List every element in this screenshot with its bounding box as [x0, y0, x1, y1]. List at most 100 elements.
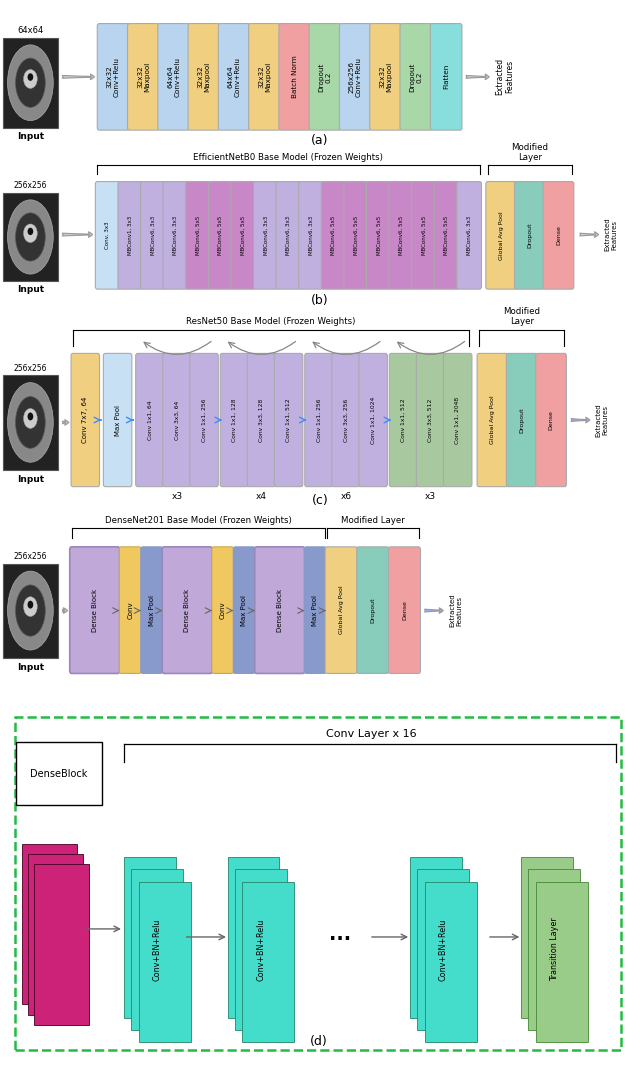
Text: Dropout
0.2: Dropout 0.2 — [319, 62, 332, 91]
Text: Global Avg Pool: Global Avg Pool — [490, 396, 495, 445]
Text: Flatten: Flatten — [443, 64, 449, 89]
FancyBboxPatch shape — [243, 881, 294, 1042]
FancyBboxPatch shape — [417, 869, 469, 1030]
FancyBboxPatch shape — [163, 181, 188, 290]
Text: Global Avg Pool: Global Avg Pool — [339, 586, 344, 635]
FancyBboxPatch shape — [124, 857, 176, 1018]
FancyBboxPatch shape — [141, 181, 165, 290]
FancyBboxPatch shape — [410, 857, 461, 1018]
FancyBboxPatch shape — [332, 354, 360, 487]
FancyBboxPatch shape — [339, 24, 371, 130]
Text: Extracted
Features: Extracted Features — [596, 404, 609, 437]
FancyBboxPatch shape — [247, 354, 276, 487]
FancyBboxPatch shape — [255, 547, 305, 674]
Text: Dense Block: Dense Block — [184, 588, 190, 631]
Ellipse shape — [28, 601, 33, 609]
FancyBboxPatch shape — [190, 354, 218, 487]
Text: MBConv6, 3x3: MBConv6, 3x3 — [286, 216, 291, 255]
Text: Dense Block: Dense Block — [276, 588, 283, 631]
Text: EfficientNetB0 Base Model (Frozen Weights): EfficientNetB0 Base Model (Frozen Weight… — [193, 153, 383, 163]
Text: Conv 3x3, 64: Conv 3x3, 64 — [175, 400, 179, 439]
Text: Modified Layer: Modified Layer — [341, 516, 404, 525]
Text: Conv+BN+Relu: Conv+BN+Relu — [257, 918, 266, 981]
Text: Input: Input — [17, 474, 44, 484]
Text: MBConv6, 3x3: MBConv6, 3x3 — [308, 216, 314, 255]
Text: Input: Input — [17, 663, 44, 672]
FancyBboxPatch shape — [212, 547, 234, 674]
Text: (c): (c) — [312, 494, 328, 507]
FancyBboxPatch shape — [249, 24, 280, 130]
FancyBboxPatch shape — [279, 24, 310, 130]
FancyBboxPatch shape — [536, 881, 588, 1042]
FancyBboxPatch shape — [28, 854, 83, 1014]
FancyBboxPatch shape — [235, 869, 287, 1030]
FancyBboxPatch shape — [17, 741, 102, 805]
Text: Input: Input — [17, 132, 44, 141]
FancyBboxPatch shape — [321, 181, 346, 290]
FancyBboxPatch shape — [131, 869, 183, 1030]
FancyBboxPatch shape — [218, 24, 250, 130]
Text: Conv 3x3, 128: Conv 3x3, 128 — [259, 398, 264, 442]
FancyBboxPatch shape — [430, 24, 462, 130]
Text: Extracted
Features: Extracted Features — [605, 218, 618, 252]
FancyBboxPatch shape — [163, 547, 212, 674]
Text: 64x64: 64x64 — [17, 26, 44, 36]
Ellipse shape — [24, 409, 37, 429]
Ellipse shape — [15, 59, 45, 107]
Text: Batch Norm: Batch Norm — [292, 55, 298, 99]
Text: Conv: Conv — [127, 601, 133, 618]
Ellipse shape — [8, 200, 53, 275]
Text: MBConv6, 5x5: MBConv6, 5x5 — [376, 216, 381, 255]
Ellipse shape — [24, 224, 37, 243]
Text: Conv Layer x 16: Conv Layer x 16 — [326, 729, 416, 740]
FancyBboxPatch shape — [3, 193, 58, 281]
FancyBboxPatch shape — [118, 181, 143, 290]
FancyBboxPatch shape — [275, 354, 303, 487]
Text: 32x32
Maxpool: 32x32 Maxpool — [258, 62, 271, 92]
FancyBboxPatch shape — [529, 869, 580, 1030]
Text: Conv+BN+Relu: Conv+BN+Relu — [153, 918, 162, 981]
FancyBboxPatch shape — [435, 181, 459, 290]
Text: 64x64
Conv+Relu: 64x64 Conv+Relu — [167, 56, 180, 97]
FancyBboxPatch shape — [299, 181, 323, 290]
Text: MBConv6, 5x5: MBConv6, 5x5 — [444, 216, 449, 255]
Text: Extracted
Features: Extracted Features — [495, 59, 515, 95]
FancyBboxPatch shape — [400, 24, 431, 130]
FancyBboxPatch shape — [367, 181, 391, 290]
FancyBboxPatch shape — [95, 181, 120, 290]
FancyBboxPatch shape — [3, 563, 58, 658]
FancyBboxPatch shape — [119, 547, 141, 674]
FancyBboxPatch shape — [309, 24, 341, 130]
Ellipse shape — [8, 383, 53, 462]
FancyBboxPatch shape — [521, 857, 573, 1018]
FancyBboxPatch shape — [543, 181, 574, 290]
FancyBboxPatch shape — [22, 844, 77, 1005]
FancyBboxPatch shape — [412, 181, 436, 290]
Text: x3: x3 — [425, 493, 436, 501]
Text: Input: Input — [17, 285, 44, 294]
Text: Conv 1x1, 1024: Conv 1x1, 1024 — [371, 396, 376, 444]
Text: 256x256
Conv+Relu: 256x256 Conv+Relu — [349, 56, 362, 97]
Text: Conv 1x1, 512: Conv 1x1, 512 — [401, 398, 406, 442]
Text: MBConv6, 3x3: MBConv6, 3x3 — [263, 216, 268, 255]
Text: Dropout: Dropout — [527, 222, 532, 248]
FancyBboxPatch shape — [3, 375, 58, 470]
Text: MBConv6, 5x5: MBConv6, 5x5 — [196, 216, 200, 255]
FancyBboxPatch shape — [141, 547, 163, 674]
Text: Conv 1x1, 128: Conv 1x1, 128 — [232, 398, 237, 442]
Text: Max Pool: Max Pool — [241, 595, 247, 626]
FancyBboxPatch shape — [188, 24, 220, 130]
Text: MBConv1, 3x3: MBConv1, 3x3 — [128, 216, 132, 255]
Text: Conv 7x7, 64: Conv 7x7, 64 — [83, 397, 88, 443]
Ellipse shape — [8, 571, 53, 650]
Text: Conv 1x1, 512: Conv 1x1, 512 — [286, 398, 291, 442]
Text: MBConv6, 3x3: MBConv6, 3x3 — [173, 216, 178, 255]
Ellipse shape — [8, 44, 53, 120]
Text: Global Avg Pool: Global Avg Pool — [499, 212, 504, 259]
Text: Conv 1x1, 64: Conv 1x1, 64 — [147, 400, 152, 439]
Text: Dropout: Dropout — [519, 407, 524, 433]
FancyBboxPatch shape — [359, 354, 387, 487]
Text: Dropout
0.2: Dropout 0.2 — [410, 62, 422, 91]
FancyBboxPatch shape — [305, 547, 326, 674]
FancyBboxPatch shape — [417, 354, 445, 487]
